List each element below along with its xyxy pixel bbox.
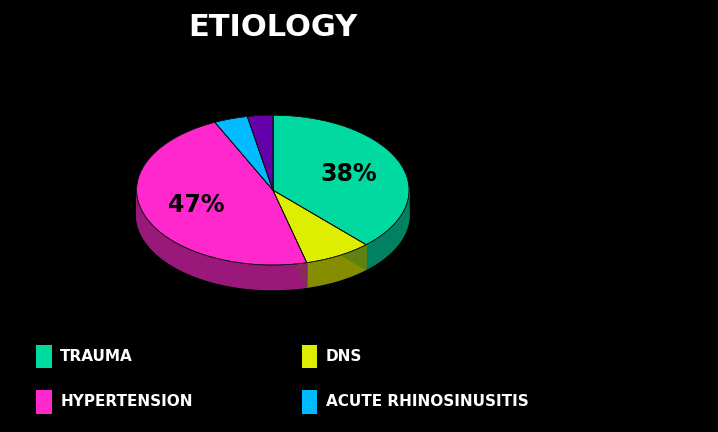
Text: DNS: DNS xyxy=(326,349,363,364)
Polygon shape xyxy=(215,117,273,190)
Polygon shape xyxy=(136,187,307,289)
Polygon shape xyxy=(273,190,307,287)
Polygon shape xyxy=(273,190,366,263)
Polygon shape xyxy=(273,190,366,269)
Polygon shape xyxy=(273,190,307,287)
Polygon shape xyxy=(307,245,366,287)
Text: 47%: 47% xyxy=(168,193,224,217)
Ellipse shape xyxy=(136,140,409,289)
Polygon shape xyxy=(273,190,366,269)
Polygon shape xyxy=(247,115,273,190)
Polygon shape xyxy=(136,122,307,265)
Text: ACUTE RHINOSINUSITIS: ACUTE RHINOSINUSITIS xyxy=(326,394,528,409)
Text: ETIOLOGY: ETIOLOGY xyxy=(188,13,358,42)
Polygon shape xyxy=(366,187,409,269)
Text: HYPERTENSION: HYPERTENSION xyxy=(60,394,193,409)
Polygon shape xyxy=(273,115,409,245)
Text: TRAUMA: TRAUMA xyxy=(60,349,133,364)
Text: 38%: 38% xyxy=(320,162,377,185)
